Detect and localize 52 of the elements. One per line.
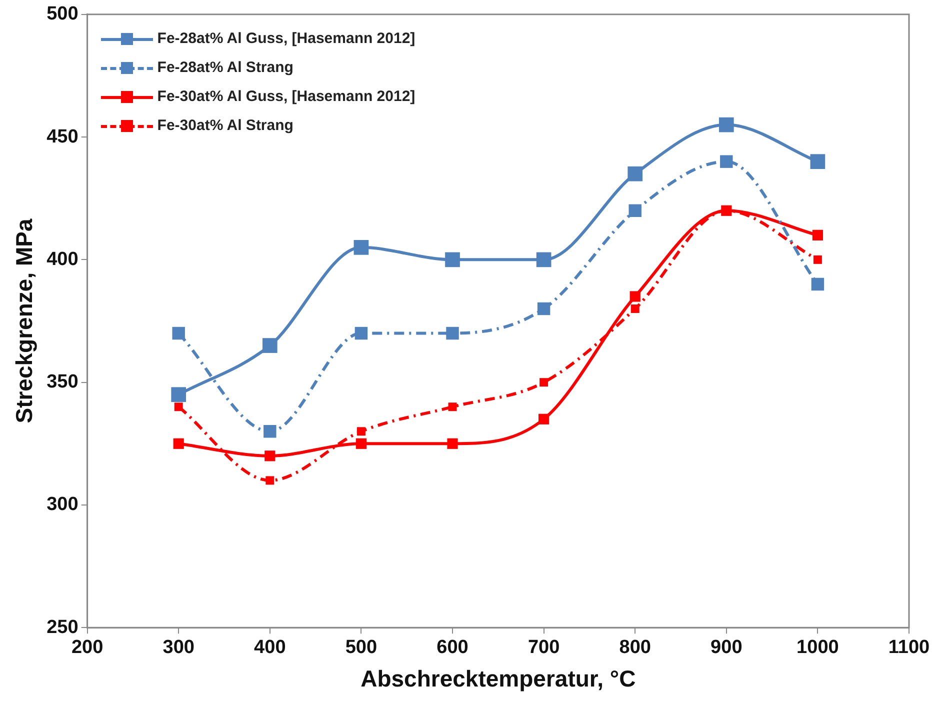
legend-label: Fe-30at% Al Guss, [Hasemann 2012] bbox=[157, 88, 416, 106]
y-tick-label: 300 bbox=[46, 494, 78, 516]
point bbox=[536, 252, 552, 268]
point bbox=[445, 252, 460, 268]
point bbox=[811, 278, 824, 291]
y-tick-label: 500 bbox=[46, 4, 78, 25]
point bbox=[173, 438, 184, 449]
legend-label: Fe-28at% Al Guss, [Hasemann 2012] bbox=[157, 30, 416, 48]
x-tick-label: 800 bbox=[619, 637, 651, 658]
point bbox=[630, 304, 640, 313]
point bbox=[446, 326, 459, 340]
legend-label: Fe-30at% Al Strang bbox=[157, 117, 294, 134]
x-tick-label: 600 bbox=[436, 637, 468, 658]
point bbox=[356, 427, 366, 436]
y-axis-title: Streckgrenze, MPa bbox=[11, 218, 38, 424]
point bbox=[540, 378, 548, 387]
point bbox=[628, 166, 643, 182]
point bbox=[172, 326, 185, 340]
point bbox=[720, 155, 733, 168]
point bbox=[264, 425, 276, 438]
y-tick-label: 400 bbox=[46, 248, 78, 270]
y-tick-label: 350 bbox=[46, 372, 78, 393]
x-tick-label: 700 bbox=[528, 637, 560, 658]
x-tick-label: 900 bbox=[710, 637, 742, 658]
point bbox=[266, 476, 274, 485]
point bbox=[813, 255, 822, 264]
point bbox=[356, 438, 367, 449]
x-tick-label: 1000 bbox=[796, 637, 839, 658]
y-tick-label: 250 bbox=[46, 616, 78, 638]
point bbox=[354, 326, 368, 340]
x-tick-label: 300 bbox=[162, 637, 194, 658]
x-tick-label: 500 bbox=[345, 637, 378, 658]
x-tick-label: 1100 bbox=[888, 637, 930, 658]
legend-label: Fe-28at% Al Strang bbox=[157, 59, 294, 76]
point bbox=[812, 230, 824, 240]
point bbox=[537, 302, 550, 316]
point bbox=[262, 338, 278, 353]
x-tick-label: 400 bbox=[254, 637, 286, 658]
point bbox=[538, 414, 550, 424]
point bbox=[447, 438, 458, 449]
y-tick-label: 450 bbox=[46, 126, 78, 148]
point bbox=[630, 291, 640, 302]
point bbox=[628, 204, 642, 217]
x-axis-title: Abschrecktemperatur, °C bbox=[360, 666, 636, 692]
point bbox=[448, 402, 457, 412]
point bbox=[354, 240, 369, 255]
point bbox=[810, 154, 826, 169]
point bbox=[171, 387, 186, 402]
point bbox=[174, 402, 183, 412]
point bbox=[264, 450, 276, 462]
x-tick-label: 200 bbox=[71, 637, 104, 658]
point bbox=[718, 117, 734, 132]
